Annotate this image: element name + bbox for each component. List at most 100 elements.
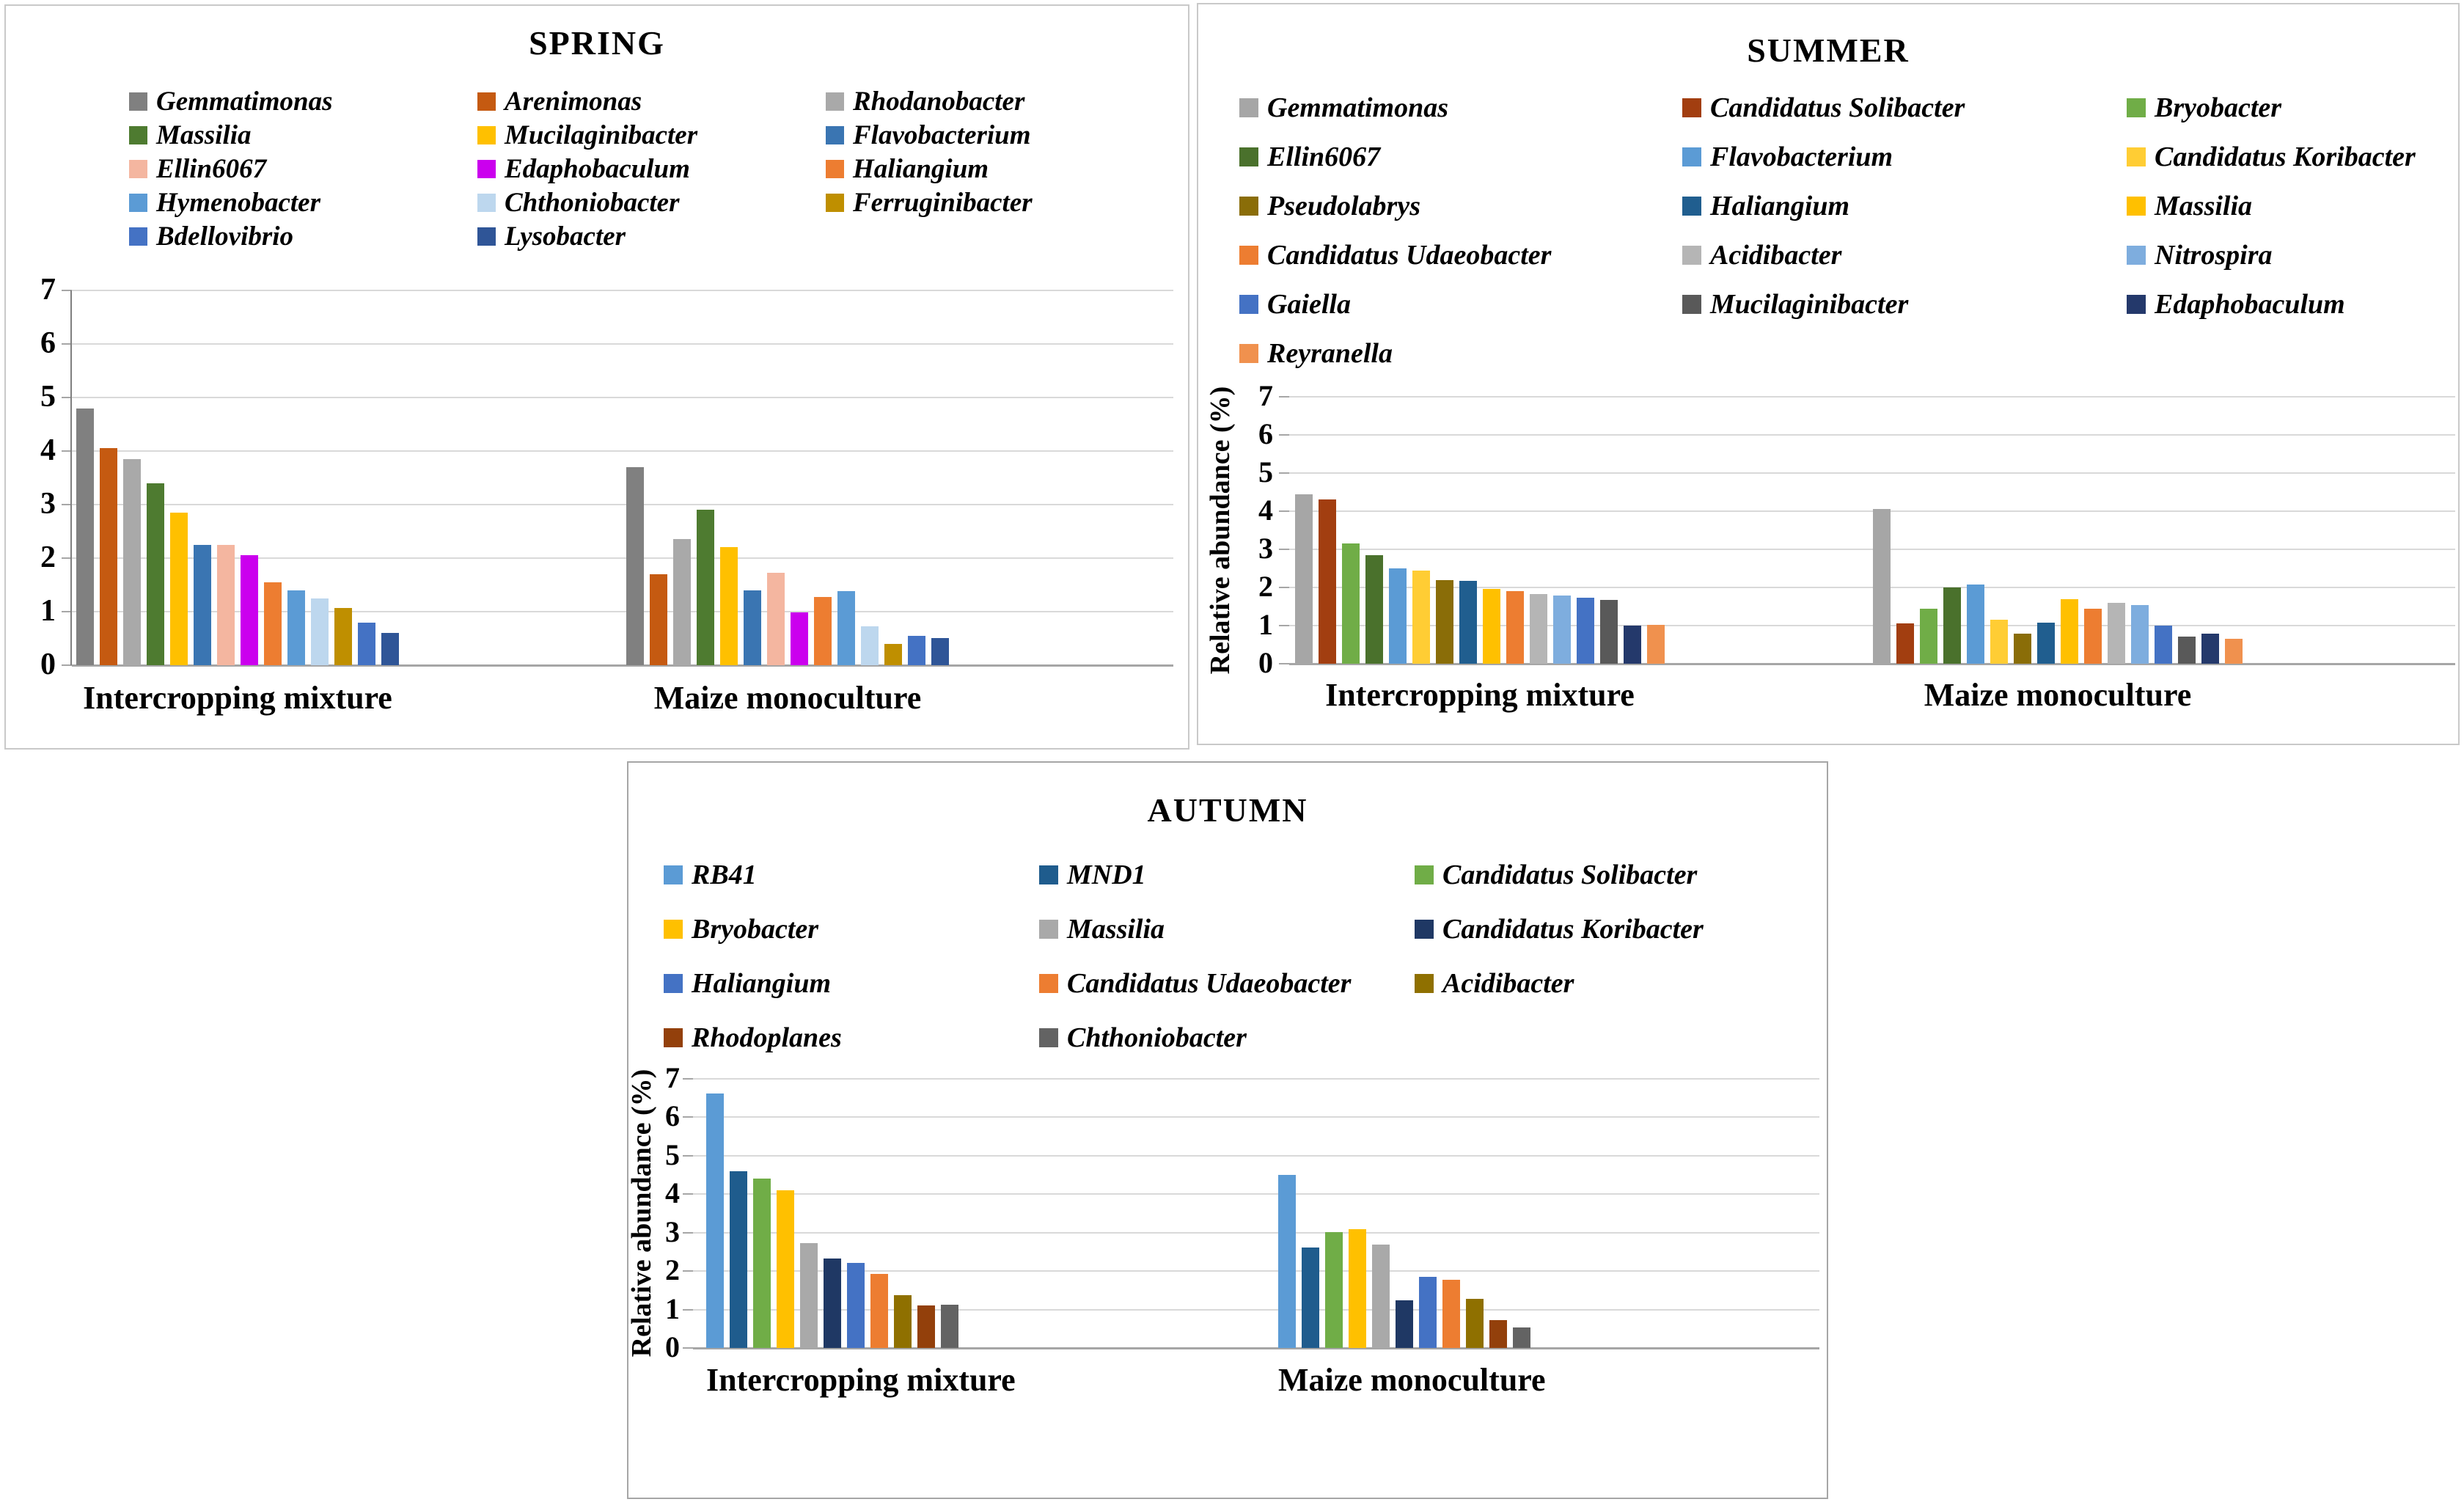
panel-title-autumn: AUTUMN: [1147, 791, 1308, 829]
legend-item-summer: Edaphobaculum: [2127, 289, 2345, 320]
legend-swatch: [1239, 147, 1258, 166]
y-axis-line: [70, 290, 72, 665]
legend-label: Bdellovibrio: [156, 221, 294, 252]
legend-item-summer: Flavobacterium: [1682, 142, 1893, 172]
grid-line: [693, 1231, 1819, 1234]
y-tick-mark: [62, 450, 72, 452]
legend-item-spring: Massilia: [129, 120, 252, 150]
bar-summer-intercropping: [1624, 626, 1641, 664]
bar-spring-maize: [931, 638, 949, 665]
bar-summer-intercropping: [1647, 625, 1665, 664]
legend-label: Acidibacter: [1710, 240, 1842, 271]
y-tick-label: 2: [1258, 570, 1273, 604]
bar-autumn-maize: [1302, 1248, 1319, 1348]
legend-swatch: [826, 194, 844, 212]
y-tick-mark: [62, 290, 72, 291]
bar-spring-intercropping: [381, 633, 399, 665]
bar-spring-maize: [697, 510, 714, 665]
bar-summer-intercropping: [1342, 543, 1360, 664]
bar-summer-intercropping: [1436, 580, 1453, 664]
bar-summer-maize: [1990, 620, 2008, 664]
legend-swatch: [1415, 974, 1434, 993]
y-tick-mark: [683, 1270, 693, 1272]
legend-label: Candidatus Koribacter: [1442, 914, 1704, 945]
legend-swatch: [1239, 98, 1258, 117]
legend-label: Chthoniobacter: [1067, 1022, 1247, 1053]
bar-spring-intercropping: [217, 545, 235, 665]
legend-swatch: [664, 1028, 683, 1047]
y-tick-mark: [683, 1077, 693, 1080]
grid-line: [693, 1077, 1819, 1080]
legend-swatch: [477, 160, 496, 178]
legend-swatch: [1039, 1028, 1058, 1047]
grid-line: [693, 1270, 1819, 1272]
bar-summer-maize: [1943, 587, 1961, 664]
y-tick-label: 4: [665, 1176, 680, 1210]
legend-label: Arenimonas: [505, 87, 642, 117]
bar-autumn-intercropping: [753, 1179, 771, 1348]
legend-item-spring: Hymenobacter: [129, 188, 320, 218]
bar-autumn-maize: [1466, 1299, 1484, 1348]
bar-spring-maize: [908, 636, 925, 665]
bar-summer-intercropping: [1389, 568, 1407, 664]
bar-spring-intercropping: [264, 582, 282, 665]
legend-label: Haliangium: [692, 968, 832, 999]
legend-label: Massilia: [2155, 191, 2253, 221]
y-tick-mark: [1279, 625, 1289, 626]
legend-item-spring: Ellin6067: [129, 154, 266, 184]
bar-autumn-maize: [1325, 1232, 1343, 1348]
grid-line: [693, 1154, 1819, 1157]
y-tick-mark: [62, 557, 72, 559]
bar-autumn-intercropping: [870, 1274, 888, 1348]
legend-swatch: [477, 194, 496, 212]
grid-line: [72, 504, 1173, 505]
grid-line: [72, 397, 1173, 398]
grid-line: [1289, 625, 2455, 626]
grid-line: [1289, 434, 2455, 436]
bar-summer-maize: [2201, 634, 2219, 664]
grid-line: [1289, 510, 2455, 512]
legend-label: Hymenobacter: [156, 188, 321, 218]
bar-spring-intercropping: [311, 598, 329, 665]
y-tick-mark: [1279, 396, 1289, 398]
bar-spring-intercropping: [334, 608, 352, 665]
bar-spring-intercropping: [170, 513, 188, 665]
bar-spring-maize: [791, 612, 808, 665]
legend-item-spring: Edaphobaculum: [477, 154, 690, 184]
legend-label: Mucilaginibacter: [505, 120, 698, 150]
bar-autumn-intercropping: [777, 1190, 794, 1348]
bar-autumn-intercropping: [894, 1295, 912, 1348]
legend-item-spring: Flavobacterium: [826, 120, 1031, 150]
y-tick-label: 5: [665, 1138, 680, 1171]
legend-label: RB41: [692, 860, 757, 890]
legend-swatch: [1415, 920, 1434, 939]
legend-label: Massilia: [1067, 914, 1165, 945]
bar-spring-maize: [884, 644, 902, 665]
legend-item-summer: Reyranella: [1239, 338, 1393, 369]
legend-swatch: [664, 865, 683, 884]
legend-item-autumn: Candidatus Solibacter: [1415, 860, 1697, 890]
legend-swatch: [1039, 865, 1058, 884]
y-tick-label: 0: [40, 648, 56, 682]
legend-item-spring: Bdellovibrio: [129, 221, 293, 252]
legend-label: Mucilaginibacter: [1710, 289, 1909, 320]
grid-line: [693, 1308, 1819, 1311]
bar-autumn-intercropping: [847, 1263, 865, 1348]
bar-summer-maize: [1967, 585, 1984, 664]
bar-summer-intercropping: [1365, 555, 1383, 664]
legend-label: Reyranella: [1267, 338, 1393, 369]
bar-autumn-maize: [1513, 1327, 1530, 1348]
legend-swatch: [129, 126, 147, 144]
legend-swatch: [477, 126, 496, 144]
bar-summer-maize: [2061, 599, 2078, 664]
legend-item-spring: Arenimonas: [477, 87, 642, 117]
bar-summer-maize: [1873, 509, 1891, 664]
legend-label: Flavobacterium: [1710, 142, 1893, 172]
grid-line: [72, 343, 1173, 345]
y-tick-mark: [62, 611, 72, 612]
legend-swatch: [2127, 295, 2146, 314]
category-label: Intercropping mixture: [1325, 677, 1635, 713]
y-tick-mark: [1279, 663, 1289, 664]
legend-swatch: [1682, 147, 1701, 166]
bar-spring-maize: [673, 539, 691, 665]
